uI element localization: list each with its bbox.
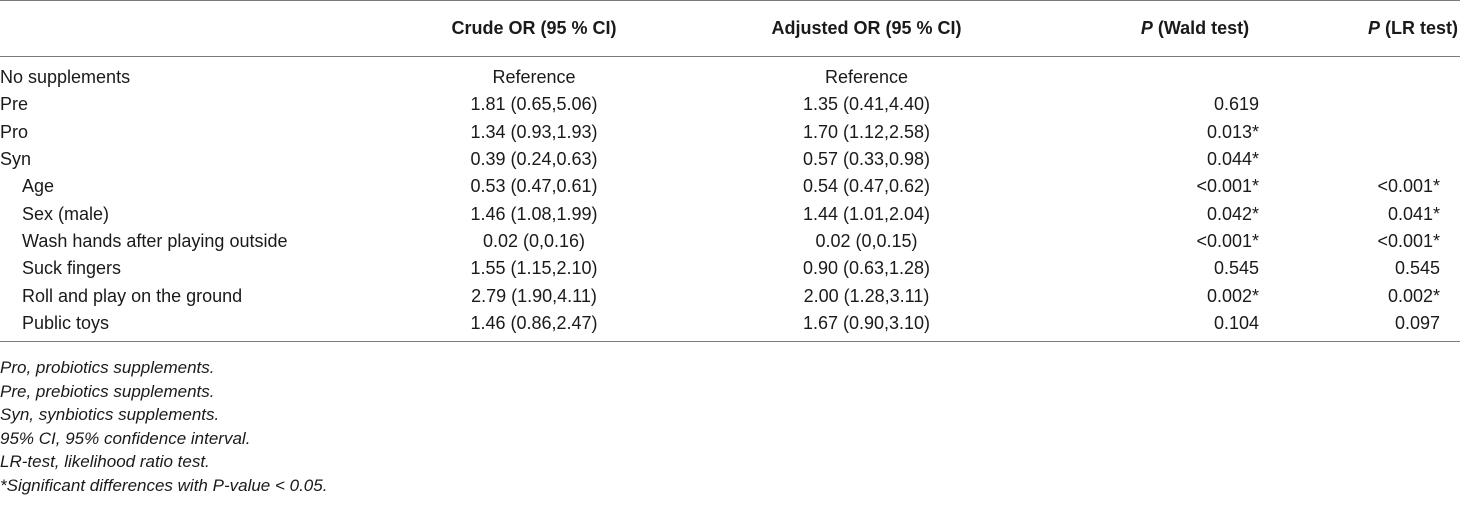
table-row: Wash hands after playing outside 0.02 (0… (0, 228, 1460, 255)
table-row: Pro 1.34 (0.93,1.93) 1.70 (1.12,2.58) 0.… (0, 119, 1460, 146)
p-wald-cell: 0.619 (1213, 94, 1259, 115)
crude-or-cell: 1.81 (0.65,5.06) (470, 94, 598, 115)
row-label: Roll and play on the ground (22, 285, 243, 306)
p-lr-cell (1325, 119, 1460, 146)
adjusted-or-cell: 1.70 (1.12,2.58) (802, 121, 931, 142)
footnote: Pro, probiotics supplements. (0, 358, 215, 377)
crude-or-cell: 0.02 (0,0.16) (482, 230, 586, 251)
p-lr-cell: <0.001* (1377, 176, 1440, 197)
table-row: No supplements Reference Reference (0, 57, 1460, 92)
p-lr-cell: 0.041* (1387, 203, 1440, 224)
header-p-lr-italic: P (1367, 18, 1380, 38)
p-wald-cell: <0.001* (1196, 176, 1259, 197)
table-row: Suck fingers 1.55 (1.15,2.10) 0.90 (0.63… (0, 255, 1460, 282)
p-wald-cell: 0.044* (1206, 149, 1259, 170)
p-lr-cell: 0.002* (1387, 285, 1440, 306)
crude-or-cell: 1.34 (0.93,1.93) (470, 121, 598, 142)
table-row: Sex (male) 1.46 (1.08,1.99) 1.44 (1.01,2… (0, 200, 1460, 227)
header-p-wald: P (Wald test) (1065, 1, 1325, 57)
row-label: Wash hands after playing outside (22, 230, 288, 251)
table-header-row: Crude OR (95 % CI) Adjusted OR (95 % CI)… (0, 0, 1460, 57)
row-label: Syn (0, 149, 32, 170)
crude-or-cell: 1.46 (0.86,2.47) (470, 312, 598, 333)
adjusted-or-cell: 0.54 (0.47,0.62) (802, 176, 931, 197)
footnote: LR-test, likelihood ratio test. (0, 452, 210, 471)
adjusted-or-cell: 1.67 (0.90,3.10) (802, 312, 931, 333)
p-wald-cell: 0.013* (1206, 121, 1259, 142)
table-row: Roll and play on the ground 2.79 (1.90,4… (0, 282, 1460, 309)
row-label: Pre (0, 94, 29, 115)
p-lr-cell: 0.545 (1394, 258, 1440, 279)
adjusted-or-cell: 0.02 (0,0.15) (815, 230, 918, 251)
adjusted-or-cell: 0.57 (0.33,0.98) (802, 149, 931, 170)
table-row: Syn 0.39 (0.24,0.63) 0.57 (0.33,0.98) 0.… (0, 146, 1460, 173)
crude-or-cell: 0.39 (0.24,0.63) (470, 149, 598, 170)
p-lr-cell (1325, 91, 1460, 118)
header-crude-or: Crude OR (95 % CI) (451, 18, 617, 38)
crude-or-cell: Reference (492, 67, 576, 88)
row-label: Pro (0, 121, 29, 142)
adjusted-or-cell: 2.00 (1.28,3.11) (803, 285, 930, 306)
header-p-wald-rest: (Wald test) (1152, 18, 1250, 38)
odds-ratio-table-container: Crude OR (95 % CI) Adjusted OR (95 % CI)… (0, 0, 1460, 342)
header-p-lr-rest: (LR test) (1380, 18, 1458, 38)
table-row: Pre 1.81 (0.65,5.06) 1.35 (0.41,4.40) 0.… (0, 91, 1460, 118)
table-row: Public toys 1.46 (0.86,2.47) 1.67 (0.90,… (0, 310, 1460, 342)
p-wald-cell: 0.545 (1213, 258, 1259, 279)
adjusted-or-cell: 0.90 (0.63,1.28) (802, 258, 931, 279)
table-row: Age 0.53 (0.47,0.61) 0.54 (0.47,0.62) <0… (0, 173, 1460, 200)
crude-or-cell: 2.79 (1.90,4.11) (471, 285, 597, 306)
p-lr-cell (1325, 57, 1460, 92)
p-lr-cell (1325, 146, 1460, 173)
p-wald-cell: <0.001* (1196, 230, 1259, 251)
row-label: Public toys (22, 312, 110, 333)
header-adjusted-or: Adjusted OR (95 % CI) (771, 18, 962, 38)
header-p-lr: P (LR test) (1325, 1, 1460, 57)
row-label: No supplements (0, 67, 131, 88)
crude-or-cell: 1.46 (1.08,1.99) (470, 203, 598, 224)
p-wald-cell: 0.104 (1213, 312, 1259, 333)
header-p-wald-italic: P (1140, 18, 1153, 38)
adjusted-or-cell: 1.44 (1.01,2.04) (802, 203, 931, 224)
header-variable (0, 1, 400, 57)
footnote: *Significant differences with P-value < … (0, 475, 328, 495)
row-label: Suck fingers (22, 258, 122, 279)
odds-ratio-table: Crude OR (95 % CI) Adjusted OR (95 % CI)… (0, 0, 1460, 342)
p-wald-cell: 0.042* (1206, 203, 1259, 224)
row-label: Sex (male) (22, 203, 110, 224)
p-lr-cell: <0.001* (1377, 230, 1440, 251)
footnote: Pre, prebiotics supplements. (0, 381, 215, 401)
footnote: Syn, synbiotics supplements. (0, 405, 220, 424)
p-wald-cell (1065, 57, 1325, 92)
footnote: 95% CI, 95% confidence interval. (0, 428, 251, 448)
adjusted-or-cell: 1.35 (0.41,4.40) (802, 94, 931, 115)
crude-or-cell: 1.55 (1.15,2.10) (470, 258, 598, 279)
p-lr-cell: 0.097 (1394, 312, 1440, 333)
table-footnotes: Pro, probiotics supplements. Pre, prebio… (0, 356, 327, 497)
p-wald-cell: 0.002* (1206, 285, 1259, 306)
adjusted-or-cell: Reference (824, 67, 909, 88)
crude-or-cell: 0.53 (0.47,0.61) (470, 176, 598, 197)
row-label: Age (22, 176, 55, 197)
